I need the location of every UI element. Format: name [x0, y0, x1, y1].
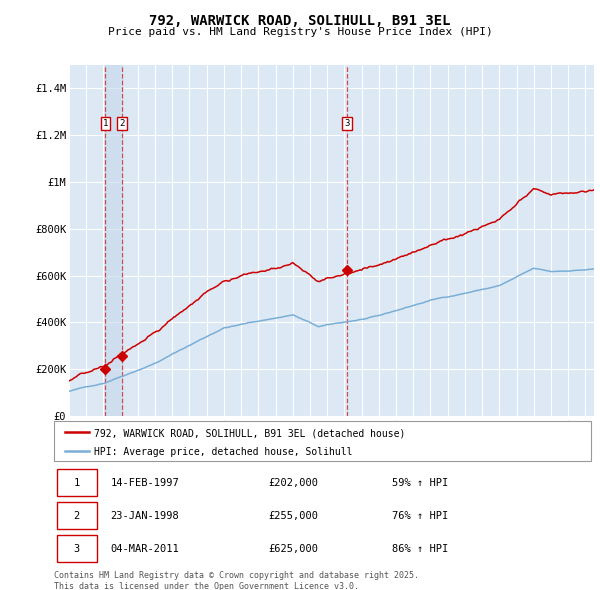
- Text: HPI: Average price, detached house, Solihull: HPI: Average price, detached house, Soli…: [94, 447, 353, 457]
- FancyBboxPatch shape: [56, 469, 97, 496]
- Text: 1: 1: [103, 119, 108, 128]
- Text: 3: 3: [73, 544, 80, 553]
- FancyBboxPatch shape: [56, 535, 97, 562]
- Text: £255,000: £255,000: [269, 511, 319, 520]
- Text: 76% ↑ HPI: 76% ↑ HPI: [392, 511, 449, 520]
- Text: 1: 1: [73, 478, 80, 487]
- Text: 59% ↑ HPI: 59% ↑ HPI: [392, 478, 449, 487]
- Text: Price paid vs. HM Land Registry's House Price Index (HPI): Price paid vs. HM Land Registry's House …: [107, 27, 493, 37]
- Text: 14-FEB-1997: 14-FEB-1997: [110, 478, 179, 487]
- Text: 792, WARWICK ROAD, SOLIHULL, B91 3EL: 792, WARWICK ROAD, SOLIHULL, B91 3EL: [149, 14, 451, 28]
- Text: 86% ↑ HPI: 86% ↑ HPI: [392, 544, 449, 553]
- Text: £202,000: £202,000: [269, 478, 319, 487]
- FancyBboxPatch shape: [56, 502, 97, 529]
- FancyBboxPatch shape: [54, 421, 591, 461]
- Text: Contains HM Land Registry data © Crown copyright and database right 2025.
This d: Contains HM Land Registry data © Crown c…: [54, 571, 419, 590]
- Text: 2: 2: [73, 511, 80, 520]
- Text: 04-MAR-2011: 04-MAR-2011: [110, 544, 179, 553]
- Text: 792, WARWICK ROAD, SOLIHULL, B91 3EL (detached house): 792, WARWICK ROAD, SOLIHULL, B91 3EL (de…: [94, 428, 406, 438]
- Text: 23-JAN-1998: 23-JAN-1998: [110, 511, 179, 520]
- Text: 2: 2: [119, 119, 125, 128]
- Text: £625,000: £625,000: [269, 544, 319, 553]
- Text: 3: 3: [344, 119, 350, 128]
- Bar: [106, 65, 122, 416]
